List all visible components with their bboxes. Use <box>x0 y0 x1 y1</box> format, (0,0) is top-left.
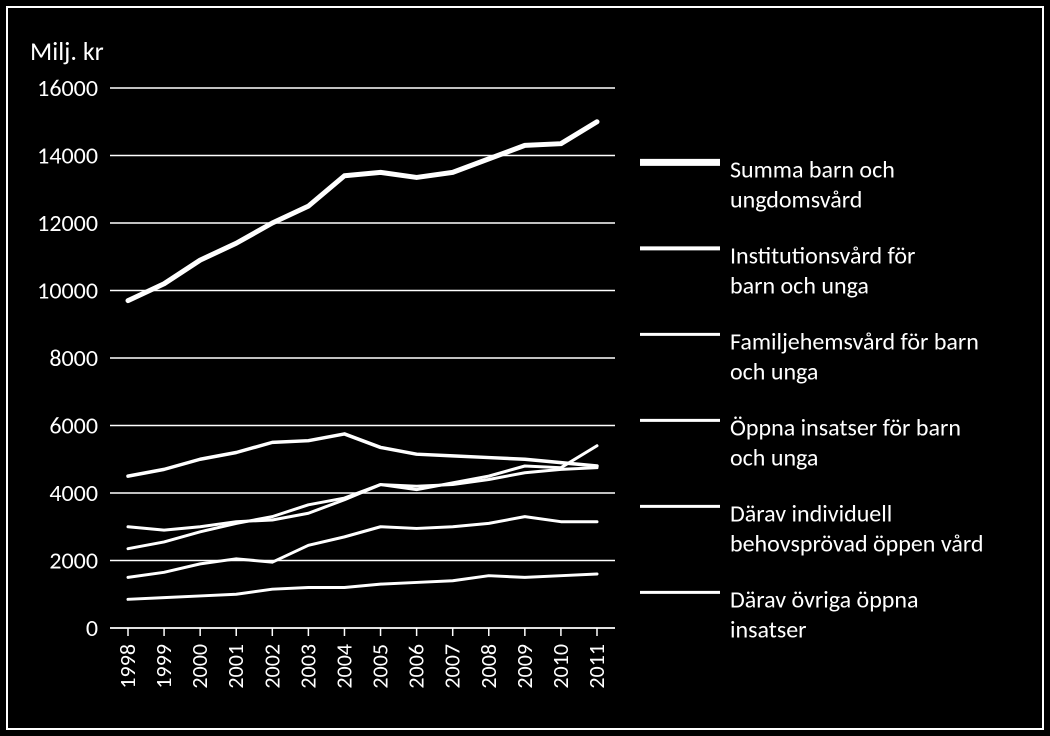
y-tick-label: 16000 <box>37 74 98 103</box>
legend-label: Familjehemsvård för barn <box>730 328 979 357</box>
y-tick-label: 6000 <box>49 412 98 441</box>
legend-label: och unga <box>730 444 818 473</box>
x-tick-label: 2001 <box>222 644 249 689</box>
legend-label: insatser <box>730 616 807 645</box>
y-tick-label: 14000 <box>37 142 98 171</box>
x-tick-label: 2010 <box>547 644 574 689</box>
line-chart: Milj. kr 0 2000 4000 6000 8000 10000 12000 1400… <box>0 0 1050 736</box>
y-tick-label: 2000 <box>49 547 98 576</box>
legend-label: Summa barn och <box>730 156 895 185</box>
y-tick-labels: 0 2000 4000 6000 8000 10000 12000 14000 16000 <box>37 74 98 643</box>
series-line <box>128 574 597 599</box>
y-tick-label: 4000 <box>49 479 98 508</box>
x-tick-label: 2000 <box>186 644 213 689</box>
x-tick-label: 2008 <box>475 644 502 689</box>
series-line <box>128 122 597 301</box>
x-tick-label: 2006 <box>403 644 430 689</box>
y-tick-label: 8000 <box>49 344 98 373</box>
series-line <box>128 434 597 476</box>
data-series <box>128 122 597 600</box>
legend-label: Öppna insatser för barn <box>730 414 961 443</box>
x-tick-label: 2007 <box>439 644 466 689</box>
x-tick-label: 2005 <box>367 644 394 689</box>
legend-label: Institutionsvård för <box>730 242 915 271</box>
x-tick-label: 1998 <box>114 644 141 689</box>
legend-label: och unga <box>730 358 818 387</box>
legend-label: barn och unga <box>730 272 869 301</box>
legend-label: behovsprövad öppen vård <box>730 530 983 559</box>
x-tick-labels: 1998 1999 2000 2001 2002 2003 2004 2005 2006 2007… <box>114 644 610 689</box>
y-tick-label: 0 <box>86 614 98 643</box>
legend-label: ungdomsvård <box>730 186 862 215</box>
x-tick-label: 2009 <box>511 644 538 689</box>
legend-label: Därav övriga öppna <box>730 586 919 615</box>
legend-label: Därav individuell <box>730 500 892 529</box>
x-tick-label: 2011 <box>583 644 610 689</box>
x-tick-label: 2004 <box>330 644 357 689</box>
x-tick-label: 2002 <box>258 644 285 689</box>
y-tick-label: 10000 <box>37 277 98 306</box>
legend: Summa barn ochungdomsvård Institutionsvår… <box>640 156 983 645</box>
y-axis-title: Milj. kr <box>30 35 104 67</box>
gridlines <box>110 88 615 628</box>
series-line <box>128 468 597 549</box>
y-tick-label: 12000 <box>37 209 98 238</box>
x-tick-label: 1999 <box>150 644 177 689</box>
axes <box>110 628 615 636</box>
x-tick-label: 2003 <box>294 644 321 689</box>
